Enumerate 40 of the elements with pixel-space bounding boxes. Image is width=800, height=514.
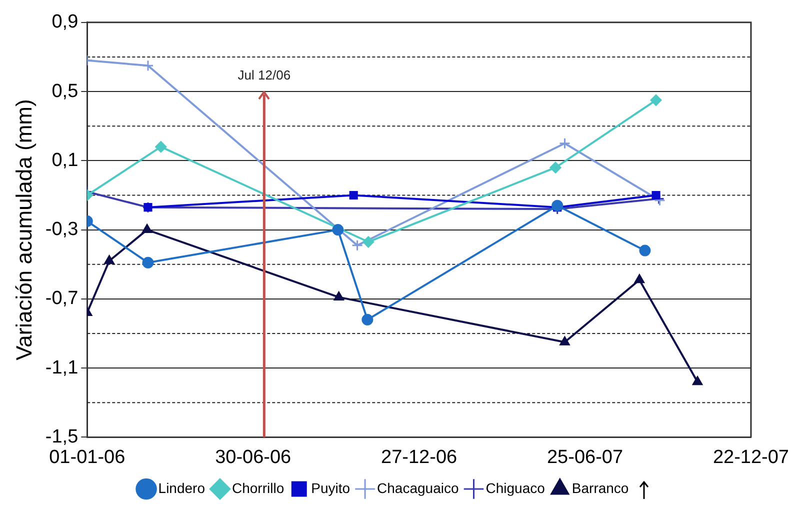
legend-label: Puyito [311, 480, 350, 496]
point [652, 190, 660, 200]
point [552, 200, 564, 212]
point [558, 138, 570, 150]
point [634, 274, 644, 284]
point [639, 244, 651, 256]
y-tick-label: -0,7 [45, 288, 78, 310]
x-tick-label: 22-12-07 [712, 446, 790, 468]
point [142, 224, 152, 234]
point [362, 314, 374, 326]
point [142, 256, 154, 268]
x-tick-label: 25-06-07 [546, 446, 624, 468]
point [332, 224, 344, 236]
point [692, 376, 703, 386]
point [349, 190, 358, 200]
x-tick-label: 27-12-06 [381, 446, 458, 468]
point [650, 94, 662, 106]
point [362, 236, 374, 248]
legend-label: Lindero [158, 480, 206, 496]
legend-label: Chorrillo [232, 480, 284, 496]
y-tick-label: 0,5 [52, 80, 78, 102]
y-tick-label: -1,5 [45, 426, 78, 448]
point [104, 255, 114, 264]
point [560, 336, 570, 346]
point [142, 60, 154, 72]
x-tick-label: 30-06-06 [215, 446, 292, 468]
y-tick-label: 0,9 [52, 12, 78, 33]
legend-label: Chiguaco [486, 480, 546, 496]
y-axis-title: Variación acumulada (mm) [11, 99, 36, 360]
point [334, 291, 344, 300]
y-tick-label: -1,1 [45, 357, 78, 378]
legend-label: Barranco [572, 480, 629, 496]
x-tick-label: 01-01-06 [49, 446, 126, 468]
legend-label: Chacaguaico [377, 480, 459, 496]
y-tick-label: 0,1 [52, 150, 78, 171]
point [352, 240, 364, 252]
ref-line-label: Jul 12/06 [238, 67, 291, 82]
y-tick-label: -0,3 [45, 219, 78, 240]
point [155, 141, 167, 153]
point [550, 162, 562, 174]
